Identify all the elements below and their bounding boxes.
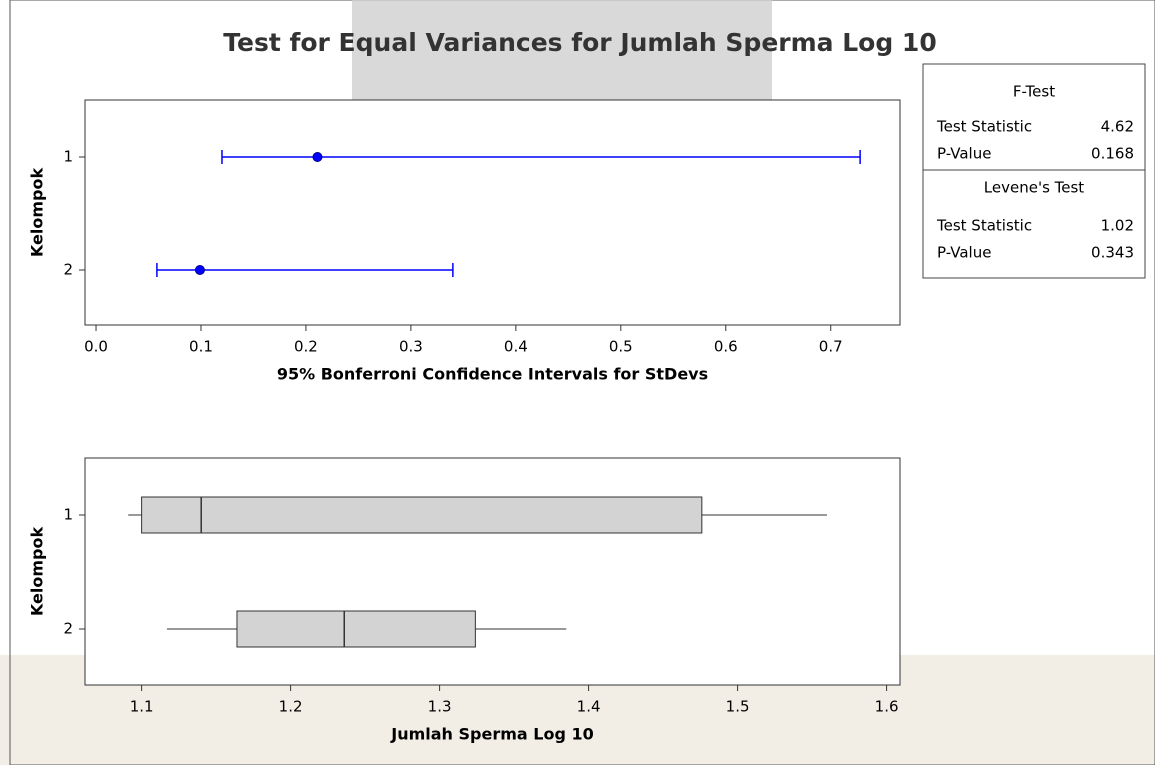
stats-table — [922, 63, 1146, 279]
x-tick-label: 1.6 — [875, 698, 899, 716]
x-tick-label: 1.1 — [130, 698, 154, 716]
y-tick-label: 1 — [63, 148, 73, 166]
y-tick-label: 2 — [63, 620, 73, 638]
x-tick-label: 0.6 — [714, 338, 738, 356]
stats-row-value: 1.02 — [1101, 217, 1134, 235]
stats-row-value: 0.343 — [1091, 244, 1134, 262]
x-tick-label: 0.2 — [294, 338, 318, 356]
x-tick-label: 1.5 — [726, 698, 750, 716]
x-tick-label: 1.3 — [428, 698, 452, 716]
y-axis-label: Kelompok — [28, 527, 47, 617]
stats-row-label: P-Value — [937, 244, 991, 262]
x-tick-label: 0.5 — [609, 338, 633, 356]
y-axis-label: Kelompok — [28, 168, 47, 258]
stats-section-title: F-Test — [1013, 83, 1055, 101]
box — [141, 496, 703, 534]
stats-box — [922, 63, 1146, 279]
plot-area — [84, 457, 901, 686]
x-tick-label: 0.0 — [84, 338, 108, 356]
stats-row-label: Test Statistic — [936, 118, 1032, 136]
x-tick-label: 0.3 — [399, 338, 423, 356]
stats-row-value: 4.62 — [1101, 118, 1134, 136]
x-tick-label: 1.4 — [577, 698, 601, 716]
stats-section-title: Levene's Test — [984, 179, 1085, 197]
frame — [9, 0, 1155, 765]
x-axis-label: Jumlah Sperma Log 10 — [390, 725, 594, 744]
x-tick-label: 1.2 — [279, 698, 303, 716]
x-tick-label: 0.7 — [819, 338, 843, 356]
x-tick-label: 0.1 — [189, 338, 213, 356]
ci-center — [194, 265, 205, 275]
x-tick-label: 0.4 — [504, 338, 528, 356]
box — [236, 610, 476, 648]
ci-center — [312, 152, 323, 162]
y-tick-label: 1 — [63, 506, 73, 524]
plot-area — [84, 99, 901, 326]
stats-row-label: P-Value — [937, 145, 991, 163]
chart-title: Test for Equal Variances for Jumlah Sper… — [223, 28, 936, 57]
stats-row-value: 0.168 — [1091, 145, 1134, 163]
y-tick-label: 2 — [63, 261, 73, 279]
stats-row-label: Test Statistic — [936, 217, 1032, 235]
x-axis-label: 95% Bonferroni Confidence Intervals for … — [277, 365, 708, 384]
